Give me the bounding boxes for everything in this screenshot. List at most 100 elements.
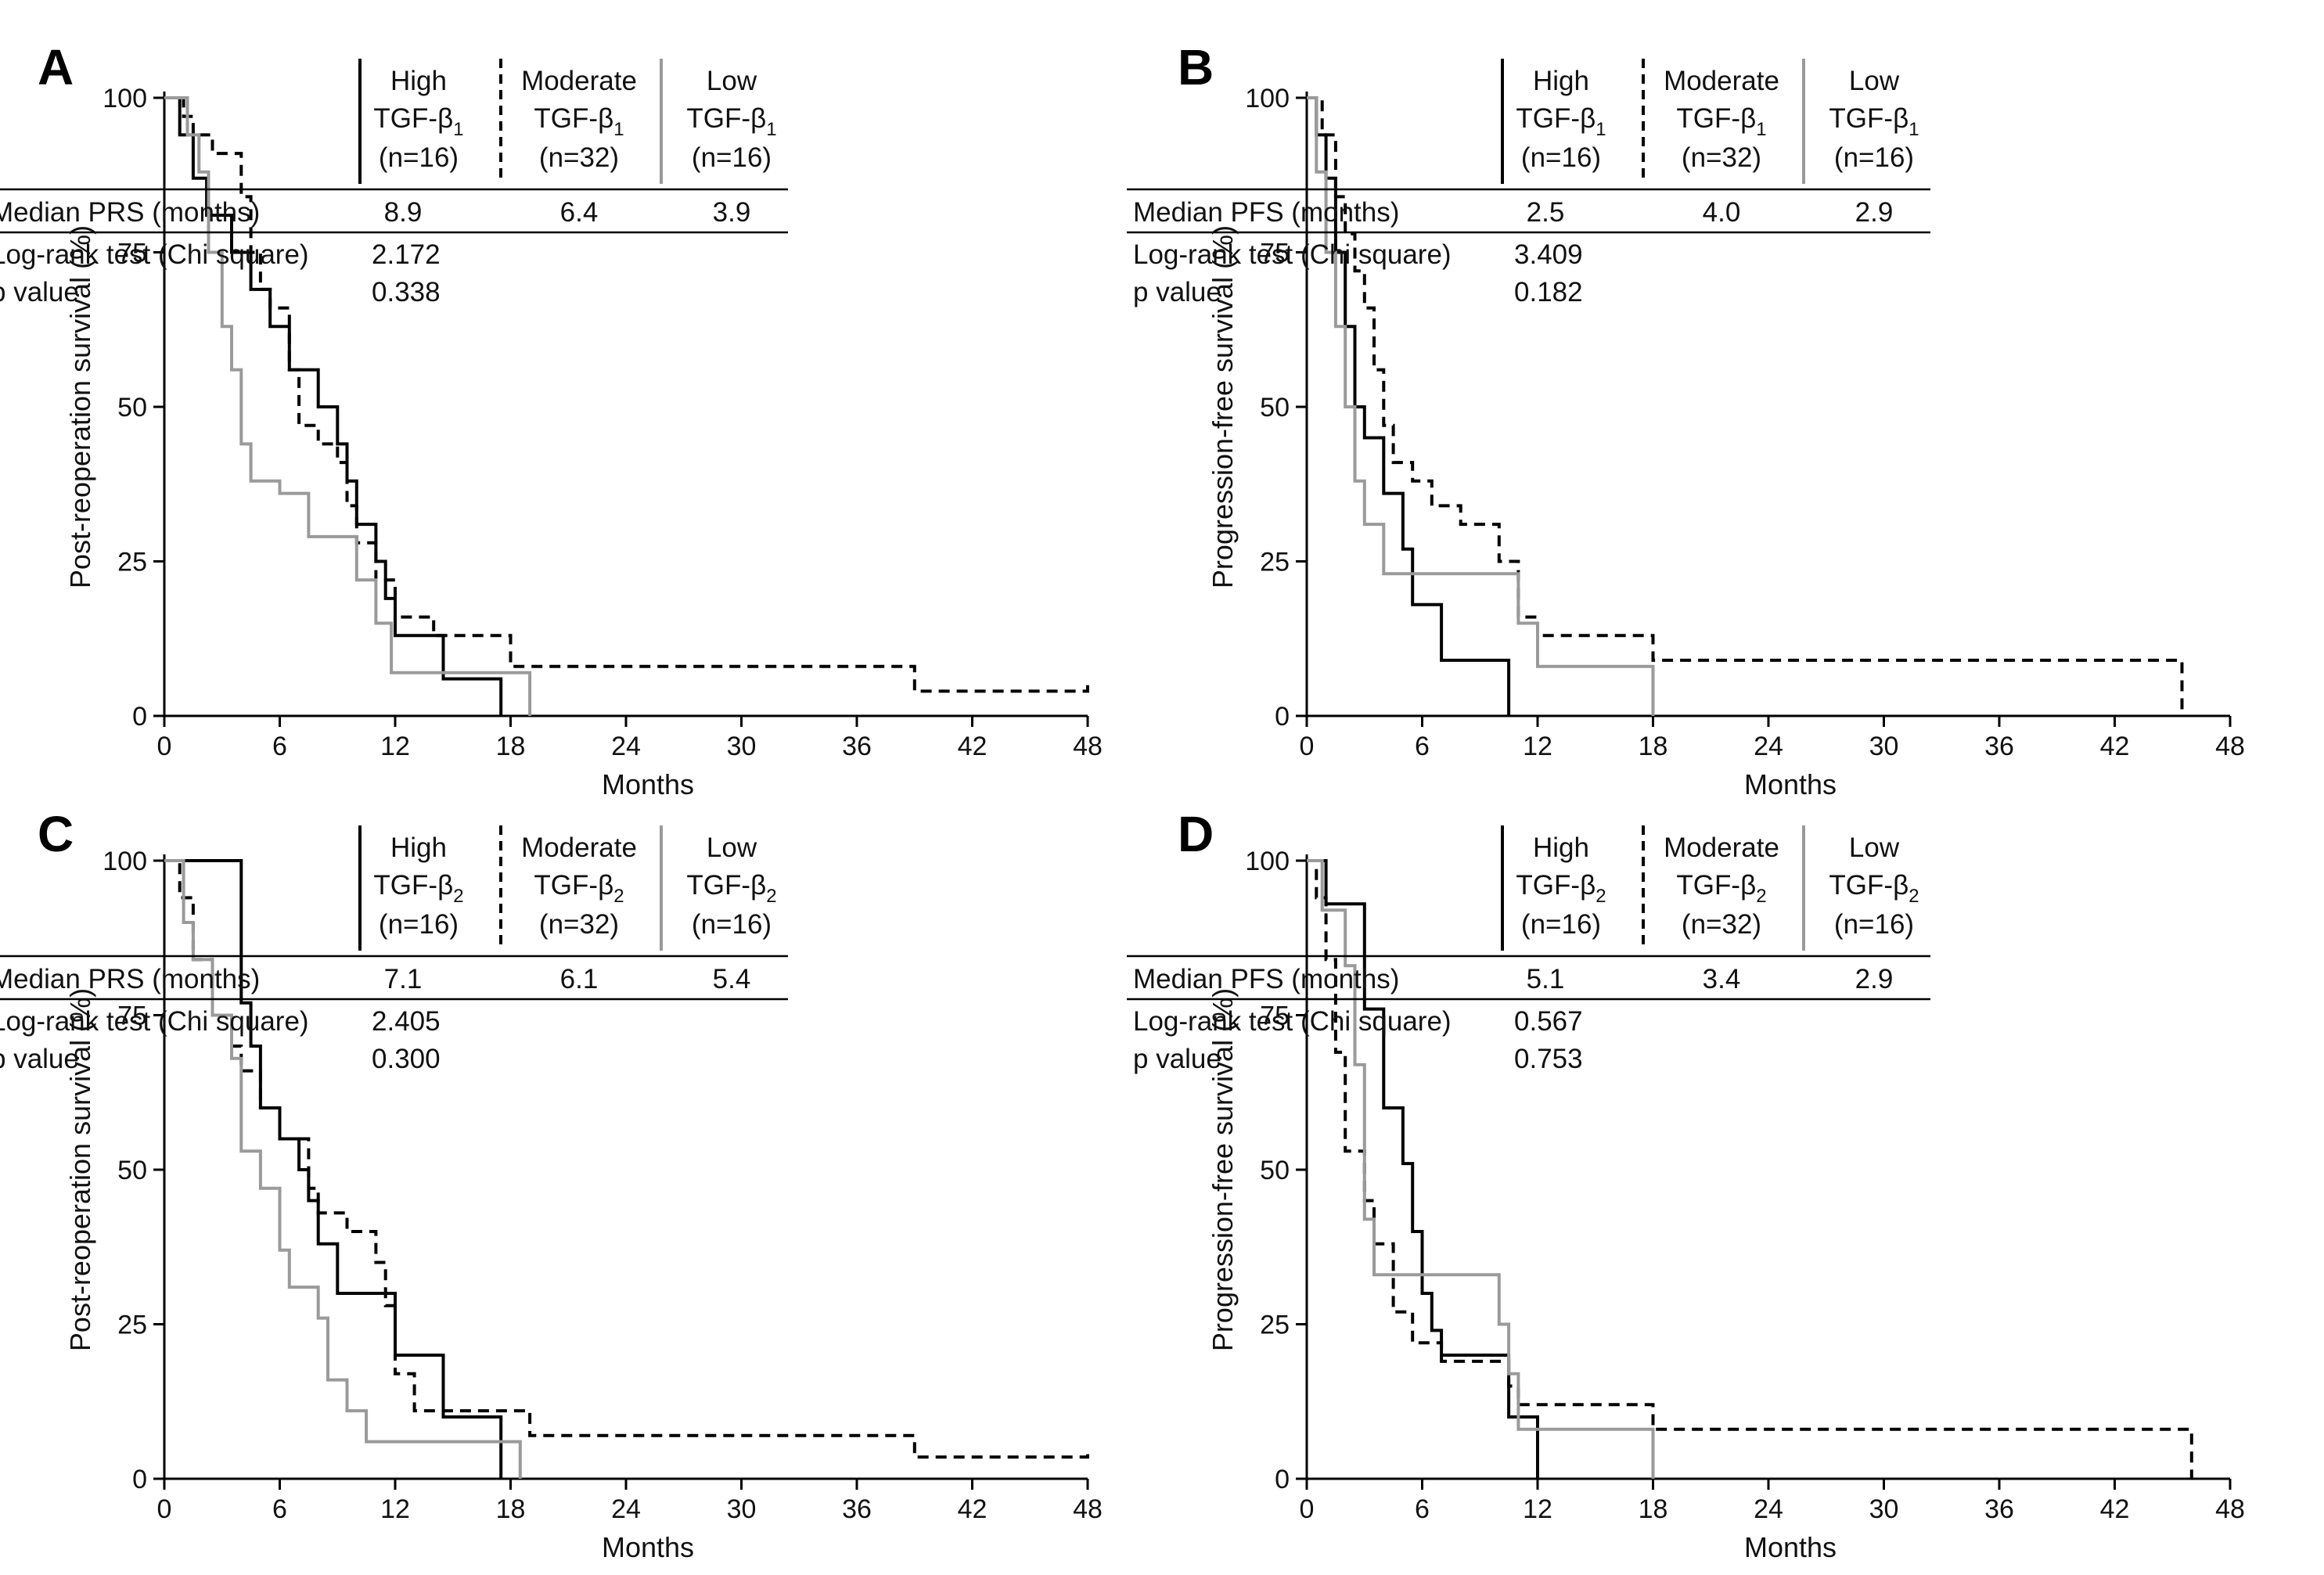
- legend-marker-label: TGF-β2: [534, 870, 624, 907]
- legend-marker-label: TGF-β1: [1676, 103, 1766, 140]
- x-tick-label: 24: [611, 732, 641, 761]
- y-axis-title: Post-reoperation survival (%): [64, 225, 96, 588]
- legend-marker-label: TGF-β2: [1676, 870, 1766, 907]
- x-tick-label: 0: [157, 732, 172, 761]
- panel-label: D: [1178, 806, 1214, 862]
- legend-marker-label: TGF-β1: [1829, 103, 1919, 140]
- legend-n-label: (n=16): [379, 909, 459, 940]
- legend-group-label: High: [390, 66, 447, 96]
- median-label: Median PFS (months): [1133, 964, 1399, 994]
- y-tick-label: 50: [1260, 1156, 1290, 1185]
- legend-group-label: Moderate: [521, 832, 637, 863]
- y-tick-label: 100: [1245, 847, 1290, 876]
- legend-marker-label: TGF-β1: [1516, 103, 1606, 140]
- logrank-value: 2.405: [372, 1006, 441, 1037]
- legend-marker-prefix: TGF-: [373, 103, 437, 134]
- x-tick-label: 42: [2100, 1494, 2130, 1524]
- panel-a: A 0 6 12 18 24 30 36 42 48 0 25 50 75 100 Months Post-re…: [0, 39, 1103, 800]
- legend-marker-label: TGF-β1: [373, 103, 463, 140]
- legend-marker-subscript: 2: [1908, 886, 1919, 907]
- legend-marker-prefix: TGF-: [534, 870, 598, 901]
- x-tick-label: 6: [272, 732, 287, 761]
- x-tick-label: 30: [1869, 1494, 1899, 1524]
- legend-group-label: Low: [707, 66, 757, 96]
- legend-marker-prefix: TGF-: [534, 103, 598, 134]
- y-tick-label: 75: [1260, 239, 1290, 268]
- x-tick-label: 0: [1300, 732, 1315, 761]
- x-tick-label: 18: [496, 732, 526, 761]
- x-tick-label: 6: [1415, 732, 1430, 761]
- legend-marker-subscript: 2: [613, 886, 624, 907]
- panel-b: B 0 6 12 18 24 30 36 42 48 0 25 50 75 100 Months Progres…: [1127, 39, 2245, 800]
- p-value-label: p value: [1133, 277, 1221, 307]
- x-tick-label: 36: [842, 732, 872, 761]
- y-tick-label: 100: [1245, 84, 1290, 113]
- legend-marker-prefix: TGF-: [1516, 870, 1580, 901]
- x-tick-label: 48: [2215, 1494, 2245, 1524]
- x-tick-label: 18: [496, 1494, 526, 1524]
- legend-marker-label: TGF-β2: [1829, 870, 1919, 907]
- km-curve-low: [1307, 859, 1655, 1479]
- logrank-value: 0.567: [1514, 1006, 1583, 1037]
- p-value-label: p value: [1133, 1044, 1221, 1074]
- legend-marker-prefix: TGF-: [373, 870, 437, 901]
- legend-n-label: (n=32): [1682, 142, 1761, 173]
- median-value: 6.1: [560, 964, 599, 994]
- median-value: 8.9: [384, 197, 423, 228]
- x-axis-title: Months: [602, 768, 694, 800]
- logrank-label: Log-rank test (Chi square): [0, 1006, 309, 1037]
- logrank-label: Log-rank test (Chi square): [1133, 1006, 1452, 1037]
- median-label: Median PRS (months): [0, 964, 260, 994]
- y-tick-label: 25: [1260, 548, 1290, 577]
- p-value: 0.300: [372, 1044, 441, 1074]
- legend-marker-beta: β: [1893, 103, 1908, 134]
- y-tick-label: 0: [1275, 1465, 1290, 1494]
- y-axis-title: Progression-free survival (%): [1207, 225, 1239, 588]
- x-axis-title: Months: [1744, 768, 1837, 800]
- x-tick-label: 36: [1984, 732, 2014, 761]
- km-curve-low: [1307, 96, 1655, 716]
- legend-n-label: (n=16): [1521, 142, 1601, 173]
- legend-n-label: (n=16): [379, 142, 459, 173]
- y-tick-label: 25: [117, 1311, 147, 1340]
- x-tick-label: 24: [611, 1494, 641, 1524]
- legend-marker-label: TGF-β2: [1516, 870, 1606, 907]
- legend-marker-beta: β: [1580, 103, 1596, 134]
- legend-n-label: (n=16): [692, 142, 772, 173]
- p-value: 0.182: [1514, 277, 1583, 307]
- panel-label: B: [1178, 39, 1214, 95]
- logrank-value: 2.172: [372, 239, 441, 270]
- y-tick-label: 25: [117, 548, 147, 577]
- panel-d: D 0 6 12 18 24 30 36 42 48 0 25 50 75 100 Months Progres…: [1127, 806, 2245, 1563]
- legend-marker-subscript: 1: [766, 119, 776, 140]
- x-tick-label: 12: [1523, 732, 1552, 761]
- legend-marker-subscript: 1: [613, 119, 624, 140]
- legend-marker-prefix: TGF-: [1516, 103, 1580, 134]
- legend-marker-subscript: 1: [1756, 119, 1766, 140]
- median-value: 6.4: [560, 197, 599, 228]
- km-curve-moderate: [164, 859, 1089, 1459]
- x-tick-label: 48: [2215, 732, 2245, 761]
- y-tick-label: 0: [132, 702, 147, 732]
- legend-marker-beta: β: [1893, 870, 1908, 901]
- y-axis-title: Progression-free survival (%): [1207, 988, 1239, 1351]
- x-tick-label: 0: [157, 1494, 172, 1524]
- legend-n-label: (n=32): [539, 142, 619, 173]
- legend-marker-beta: β: [750, 103, 766, 134]
- legend-marker-subscript: 2: [766, 886, 776, 907]
- legend-marker-prefix: TGF-: [686, 103, 750, 134]
- legend-n-label: (n=16): [1834, 909, 1914, 940]
- legend-marker-label: TGF-β1: [686, 103, 776, 140]
- x-tick-label: 48: [1073, 732, 1103, 761]
- legend-group-label: Low: [1849, 832, 1900, 863]
- legend-marker-beta: β: [1740, 103, 1756, 134]
- x-tick-label: 24: [1754, 1494, 1783, 1524]
- legend-marker-prefix: TGF-: [686, 870, 750, 901]
- p-value: 0.753: [1514, 1044, 1583, 1074]
- x-axis-title: Months: [602, 1531, 694, 1563]
- x-tick-label: 42: [958, 1494, 988, 1524]
- legend-n-label: (n=32): [539, 909, 619, 940]
- y-axis-title: Post-reoperation survival (%): [64, 988, 96, 1351]
- legend-marker-prefix: TGF-: [1829, 103, 1893, 134]
